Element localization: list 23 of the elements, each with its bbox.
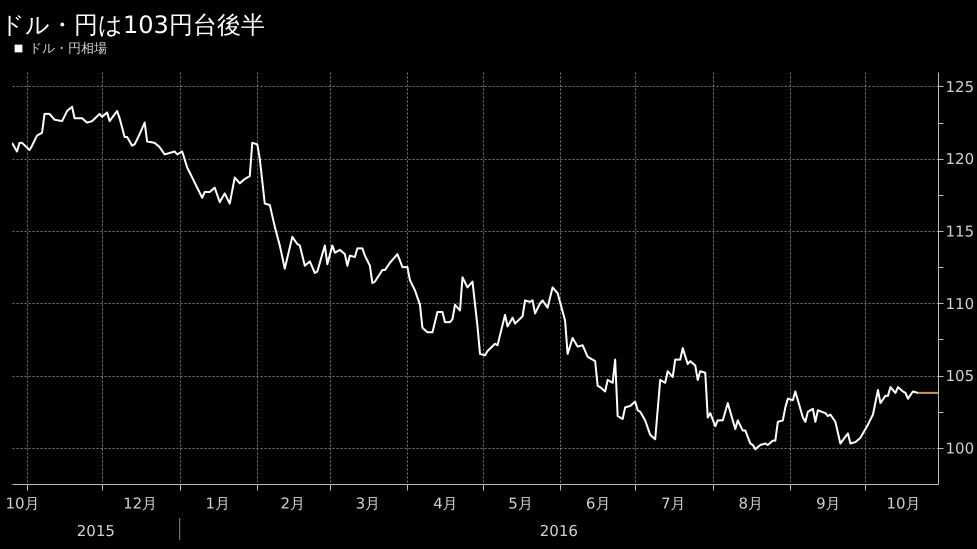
y-tick-label: 125 <box>946 78 974 96</box>
y-tick-label: 105 <box>946 367 974 386</box>
x-tick-label: 6月 <box>586 494 610 512</box>
x-tick-label: 5月 <box>508 494 533 512</box>
x-tick-label: 12月 <box>123 494 158 512</box>
x-tick-label: 10月 <box>886 494 921 512</box>
x-tick-label: 10月 <box>5 494 40 512</box>
x-tick-label: 4月 <box>433 494 458 512</box>
text: 2015 <box>76 522 115 540</box>
legend-label: ドル・円相場 <box>29 42 107 56</box>
y-tick-label: 100 <box>946 439 974 458</box>
x-tick-label: 2月 <box>280 494 306 512</box>
y-tick-label: 115 <box>946 222 974 241</box>
x-tick-label: 7月 <box>660 494 686 512</box>
x-tick-label: 1月 <box>205 494 230 512</box>
y-tick-label: 110 <box>946 294 974 313</box>
chart-title: ドル・円は103円台後半 <box>0 11 265 39</box>
y-tick-label: 120 <box>946 150 974 168</box>
line-series <box>12 106 919 450</box>
x-tick-label: 3月 <box>356 494 380 512</box>
x-tick-label: 8月 <box>738 494 764 512</box>
x-tick-label: 9月 <box>816 494 841 512</box>
text: 2016 <box>540 522 578 540</box>
